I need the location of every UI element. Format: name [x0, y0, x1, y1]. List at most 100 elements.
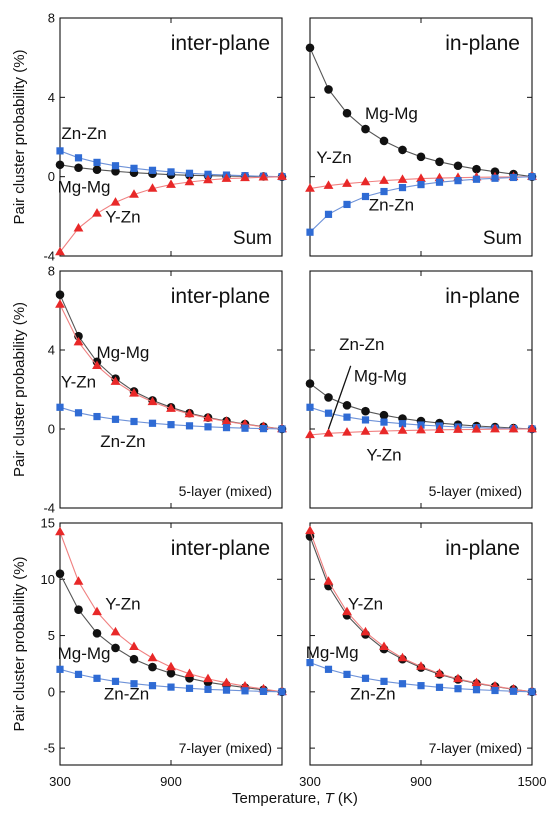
- data-point: [491, 686, 499, 695]
- y-labels-group: Pair cluster probability (%) Pair cluster…: [11, 49, 28, 731]
- data-point: [258, 171, 269, 181]
- data-point: [110, 626, 121, 636]
- y-tick-label: 10: [41, 572, 55, 587]
- data-point: [361, 406, 370, 416]
- x-tick-label: 900: [160, 774, 182, 789]
- series-y-zn: [305, 423, 537, 439]
- data-point: [74, 154, 83, 162]
- y-axis-label: Pair cluster probability (%): [11, 556, 28, 731]
- series-annotation: Mg-Mg: [58, 644, 111, 663]
- data-point: [380, 677, 388, 685]
- data-point: [323, 576, 334, 585]
- data-point: [204, 170, 212, 178]
- data-point: [379, 425, 389, 435]
- data-point: [203, 412, 213, 422]
- data-point: [435, 157, 444, 167]
- series-y-zn: [55, 171, 287, 256]
- data-point: [380, 187, 388, 196]
- data-point: [379, 175, 389, 184]
- data-point: [398, 145, 407, 155]
- data-point: [111, 162, 120, 170]
- series-annotation: Zn-Zn: [339, 335, 384, 354]
- panel-3: -4 0 4 8 Mg-MgY-Zn Zn-Zn inter-plane 5-layer (m…: [43, 264, 287, 516]
- data-point: [305, 183, 315, 192]
- data-point: [306, 658, 314, 667]
- data-point: [74, 409, 83, 417]
- panel-corner-label: Sum: [483, 228, 522, 249]
- data-point: [147, 652, 158, 662]
- data-point: [453, 673, 463, 683]
- panel-6: 300 900 1500 Y-Zn Mg-Mg Zn-Zn in-plane 7-layer …: [299, 522, 546, 789]
- y-tick-label: 0: [48, 422, 55, 437]
- data-point: [129, 189, 139, 198]
- data-point: [167, 421, 175, 429]
- data-point: [185, 684, 194, 692]
- data-point: [148, 662, 157, 672]
- data-point: [241, 424, 249, 432]
- data-point: [278, 688, 286, 696]
- data-point: [241, 687, 249, 695]
- data-point: [55, 526, 65, 536]
- data-point: [528, 688, 536, 696]
- data-point: [92, 208, 102, 217]
- data-point: [342, 108, 352, 118]
- data-point: [148, 419, 157, 427]
- series-annotation: Y-Zn: [316, 148, 351, 167]
- x-tick-label: 300: [299, 774, 321, 789]
- data-point: [305, 532, 315, 541]
- data-point: [222, 686, 231, 694]
- data-point: [324, 393, 333, 402]
- series-y-zn: [55, 299, 287, 433]
- panel-corner-label: 7-layer (mixed): [429, 740, 522, 756]
- series-annotation: Zn-Zn: [104, 685, 149, 704]
- data-point: [203, 673, 213, 683]
- series-annotation: Mg-Mg: [96, 343, 149, 362]
- data-point: [434, 668, 445, 677]
- data-point: [416, 661, 426, 670]
- data-point: [110, 197, 121, 206]
- data-point: [416, 424, 426, 434]
- data-point: [167, 683, 175, 691]
- data-point: [111, 415, 120, 423]
- data-point: [184, 176, 195, 186]
- panel-title: in-plane: [445, 32, 520, 55]
- data-point: [398, 420, 407, 428]
- data-point: [278, 425, 286, 433]
- data-point: [361, 674, 370, 682]
- panels-group: -4048Zn-ZnMg-MgY-Zninter-planeSumMg-MgY-…: [41, 11, 547, 790]
- y-tick-label: 4: [48, 90, 55, 105]
- data-point: [398, 183, 407, 192]
- data-point: [343, 413, 351, 421]
- y-axis-label: Pair cluster probability (%): [11, 49, 28, 224]
- data-point: [166, 179, 176, 188]
- data-point: [323, 180, 334, 189]
- data-point: [324, 210, 333, 218]
- data-point: [148, 682, 157, 690]
- data-point: [509, 173, 518, 182]
- data-point: [527, 423, 537, 433]
- data-point: [417, 682, 425, 690]
- data-point: [435, 178, 444, 186]
- series-annotation: Mg-Mg: [354, 367, 407, 386]
- data-point: [148, 166, 157, 174]
- data-point: [306, 403, 314, 411]
- series-zn-zn: [56, 665, 286, 696]
- panel-title: inter-plane: [171, 285, 270, 308]
- data-point: [240, 172, 250, 182]
- data-point: [379, 136, 389, 146]
- data-point: [92, 165, 102, 175]
- data-point: [323, 428, 334, 437]
- data-point: [184, 408, 195, 418]
- x-axis-label-variable: T: [325, 790, 336, 807]
- data-point: [92, 606, 102, 616]
- data-point: [324, 409, 333, 417]
- data-point: [55, 299, 65, 308]
- data-point: [73, 576, 84, 585]
- panel-corner-label: 7-layer (mixed): [179, 740, 272, 756]
- annotation-pointer: [327, 365, 352, 430]
- data-point: [147, 183, 158, 192]
- data-point: [204, 685, 212, 693]
- data-point: [360, 426, 371, 435]
- data-point: [360, 626, 371, 636]
- data-point: [305, 429, 315, 439]
